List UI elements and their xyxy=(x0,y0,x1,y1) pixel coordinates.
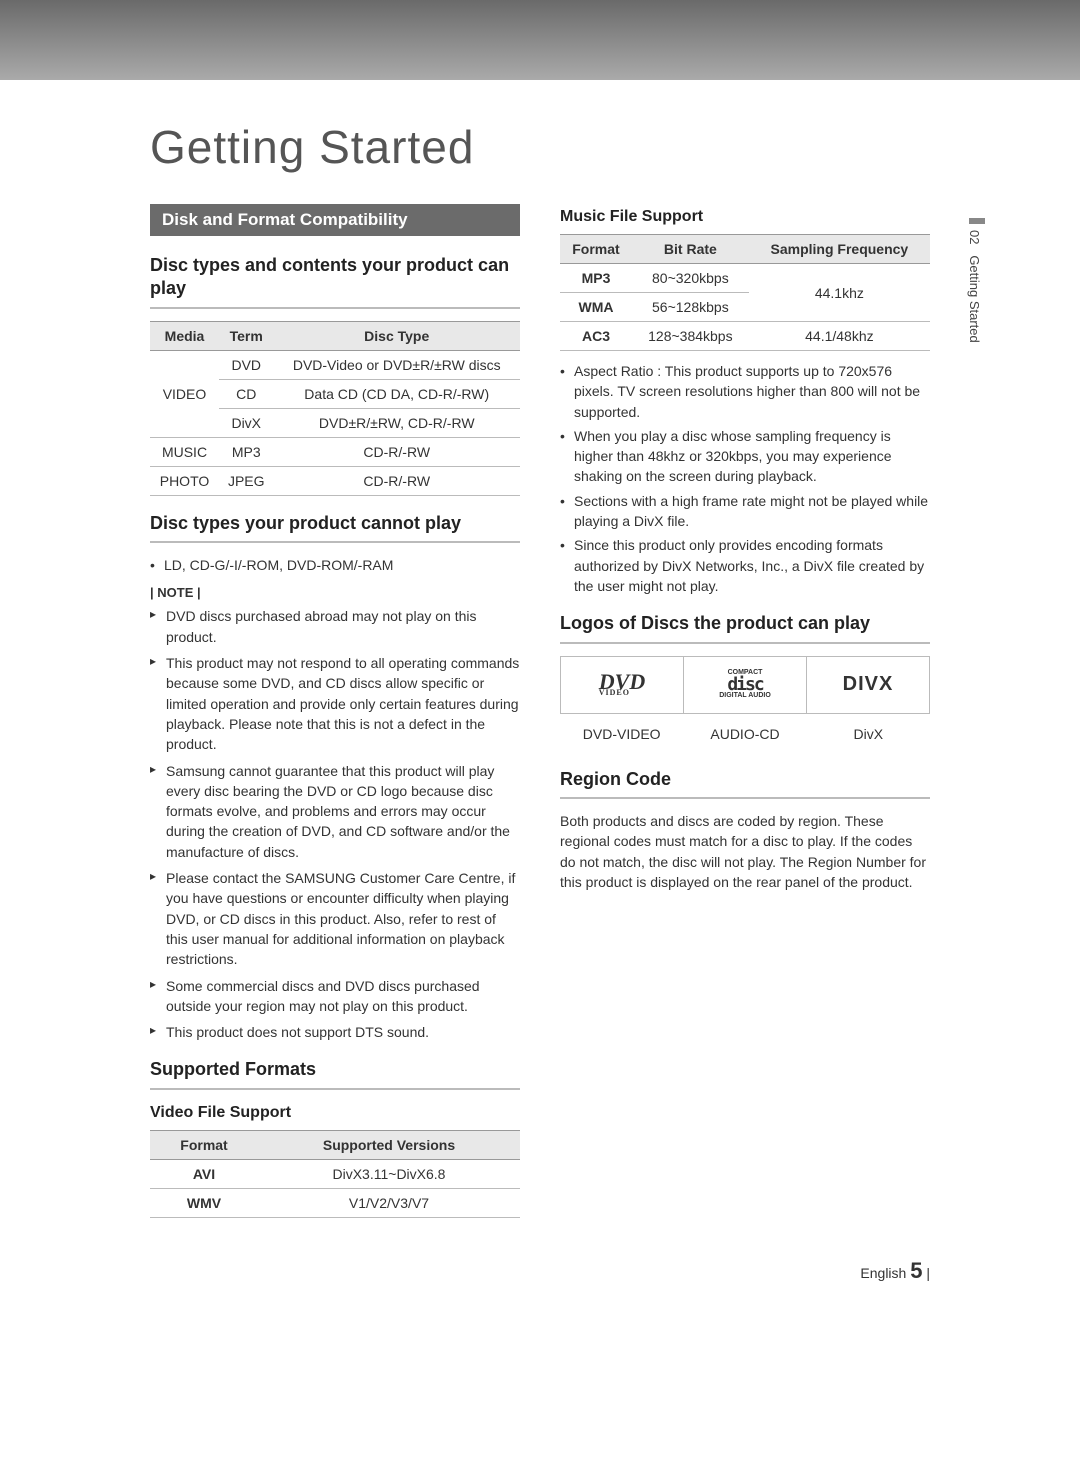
cell: CD xyxy=(219,379,273,408)
notes-list: DVD discs purchased abroad may not play … xyxy=(150,606,520,1042)
table-music: Format Bit Rate Sampling Frequency MP3 8… xyxy=(560,234,930,351)
cell: DVD-Video or DVD±R/±RW discs xyxy=(273,350,520,379)
heading-music-support: Music File Support xyxy=(560,208,930,226)
cell: MUSIC xyxy=(150,437,219,466)
logo-label-row: DVD-VIDEO AUDIO-CD DivX xyxy=(560,720,930,748)
cell: MP3 xyxy=(560,264,632,293)
heading-cannot: Disc types your product cannot play xyxy=(150,512,520,543)
cell: 44.1khz xyxy=(749,264,930,322)
dvd-logo: DVD VIDEO xyxy=(561,657,684,713)
th-media: Media xyxy=(150,321,219,350)
page-title: Getting Started xyxy=(150,120,1080,174)
table-canplay: Media Term Disc Type VIDEO DVD DVD-Video… xyxy=(150,321,520,496)
right-column: Music File Support Format Bit Rate Sampl… xyxy=(560,204,930,1218)
cell: AC3 xyxy=(560,322,632,351)
cell: Data CD (CD DA, CD-R/-RW) xyxy=(273,379,520,408)
cell: JPEG xyxy=(219,466,273,495)
cell: WMV xyxy=(150,1188,258,1217)
region-text: Both products and discs are coded by reg… xyxy=(560,811,930,892)
list-item: DVD discs purchased abroad may not play … xyxy=(150,606,520,647)
list-item: Please contact the SAMSUNG Customer Care… xyxy=(150,868,520,969)
section-bar: Disk and Format Compatibility xyxy=(150,204,520,236)
logo-row: DVD VIDEO COMPACT disc DIGITAL AUDIO DIV… xyxy=(560,656,930,714)
footer-lang: English xyxy=(860,1265,906,1281)
list-item: Since this product only provides encodin… xyxy=(560,535,930,596)
heading-supported: Supported Formats xyxy=(150,1058,520,1089)
footer: English 5 | xyxy=(0,1218,1080,1314)
cell: CD-R/-RW xyxy=(273,437,520,466)
footer-bar: | xyxy=(926,1265,930,1281)
th-format: Format xyxy=(150,1130,258,1159)
list-item: LD, CD-G/-I/-ROM, DVD-ROM/-RAM xyxy=(150,555,520,575)
cell: 44.1/48khz xyxy=(749,322,930,351)
side-tab-bar xyxy=(969,218,985,224)
th-disctype: Disc Type xyxy=(273,321,520,350)
list-item: Aspect Ratio : This product supports up … xyxy=(560,361,930,422)
header-gradient xyxy=(0,0,1080,80)
th-term: Term xyxy=(219,321,273,350)
logo-label: AUDIO-CD xyxy=(683,720,806,748)
logo-label: DVD-VIDEO xyxy=(560,720,683,748)
cd-logo-bot: DIGITAL AUDIO xyxy=(719,693,771,699)
side-tab: 02 Getting Started xyxy=(967,230,982,343)
cd-logo-mid: disc xyxy=(719,677,771,693)
content-columns: Disk and Format Compatibility Disc types… xyxy=(0,204,1080,1218)
list-item: Samsung cannot guarantee that this produ… xyxy=(150,761,520,862)
th-format: Format xyxy=(560,235,632,264)
cell: V1/V2/V3/V7 xyxy=(258,1188,520,1217)
cell: 56~128kbps xyxy=(632,293,749,322)
cell: DivX3.11~DivX6.8 xyxy=(258,1159,520,1188)
heading-region: Region Code xyxy=(560,768,930,799)
list-item: This product may not respond to all oper… xyxy=(150,653,520,754)
divx-logo: DIVX xyxy=(807,657,929,713)
cell: DVD±R/±RW, CD-R/-RW xyxy=(273,408,520,437)
heading-canplay: Disc types and contents your product can… xyxy=(150,254,520,309)
list-item: Sections with a high frame rate might no… xyxy=(560,491,930,532)
cell: CD-R/-RW xyxy=(273,466,520,495)
cell: WMA xyxy=(560,293,632,322)
cell: DivX xyxy=(219,408,273,437)
th-versions: Supported Versions xyxy=(258,1130,520,1159)
cannot-list: LD, CD-G/-I/-ROM, DVD-ROM/-RAM xyxy=(150,555,520,575)
heading-logos: Logos of Discs the product can play xyxy=(560,612,930,643)
cell: DVD xyxy=(219,350,273,379)
list-item: Some commercial discs and DVD discs purc… xyxy=(150,976,520,1017)
cell: VIDEO xyxy=(150,350,219,437)
heading-video-support: Video File Support xyxy=(150,1104,520,1122)
table-video: Format Supported Versions AVI DivX3.11~D… xyxy=(150,1130,520,1218)
side-tab-num: 02 xyxy=(967,230,982,244)
cell: PHOTO xyxy=(150,466,219,495)
logo-label: DivX xyxy=(807,720,930,748)
footer-page: 5 xyxy=(910,1258,922,1283)
divx-logo-text: DIVX xyxy=(843,673,894,696)
left-column: Disk and Format Compatibility Disc types… xyxy=(150,204,520,1218)
list-item: This product does not support DTS sound. xyxy=(150,1022,520,1042)
side-tab-label: Getting Started xyxy=(967,255,982,342)
cell: MP3 xyxy=(219,437,273,466)
list-item: When you play a disc whose sampling freq… xyxy=(560,426,930,487)
th-sampling: Sampling Frequency xyxy=(749,235,930,264)
cd-logo: COMPACT disc DIGITAL AUDIO xyxy=(684,657,807,713)
th-bitrate: Bit Rate xyxy=(632,235,749,264)
cell: 80~320kbps xyxy=(632,264,749,293)
cell: AVI xyxy=(150,1159,258,1188)
cell: 128~384kbps xyxy=(632,322,749,351)
note-label: | NOTE | xyxy=(150,585,520,600)
music-notes-list: Aspect Ratio : This product supports up … xyxy=(560,361,930,596)
